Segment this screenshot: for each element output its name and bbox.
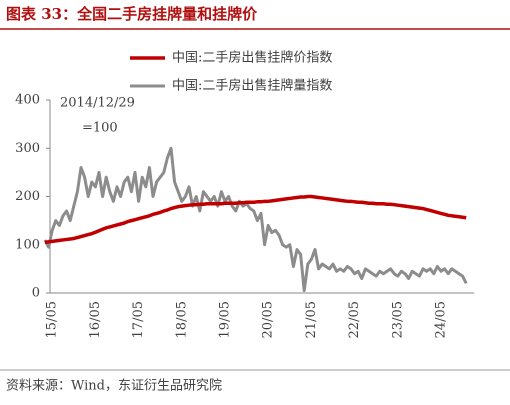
- y-tick-label: 100: [15, 237, 40, 252]
- series-line: [43, 146, 468, 293]
- x-tick-label: 16/05: [88, 301, 103, 338]
- x-tick-label: 21/05: [304, 301, 319, 338]
- x-tick-label: 18/05: [174, 301, 189, 338]
- y-tick-label: 200: [15, 189, 40, 204]
- x-tick-label: 17/05: [131, 301, 146, 338]
- legend-label: 中国:二手房出售挂牌量指数: [172, 78, 332, 94]
- annotation: =100: [82, 121, 118, 136]
- x-tick-label: 19/05: [218, 301, 233, 338]
- chart-title: 图表 33：全国二手房挂牌量和挂牌价: [6, 5, 258, 23]
- source: 资料来源：Wind，东证衍生品研究院: [6, 379, 222, 394]
- legend-label: 中国:二手房出售挂牌价指数: [172, 50, 332, 66]
- series-line: [44, 194, 467, 245]
- y-tick-label: 400: [15, 93, 40, 108]
- y-tick-label: 300: [15, 141, 40, 156]
- y-tick-label: 0: [32, 286, 40, 301]
- x-tick-label: 22/05: [347, 301, 362, 338]
- x-tick-label: 23/05: [390, 301, 405, 338]
- annotation: 2014/12/29: [60, 96, 135, 111]
- x-tick-label: 24/05: [434, 301, 449, 338]
- x-tick-label: 20/05: [261, 301, 276, 338]
- x-tick-label: 15/05: [45, 301, 60, 338]
